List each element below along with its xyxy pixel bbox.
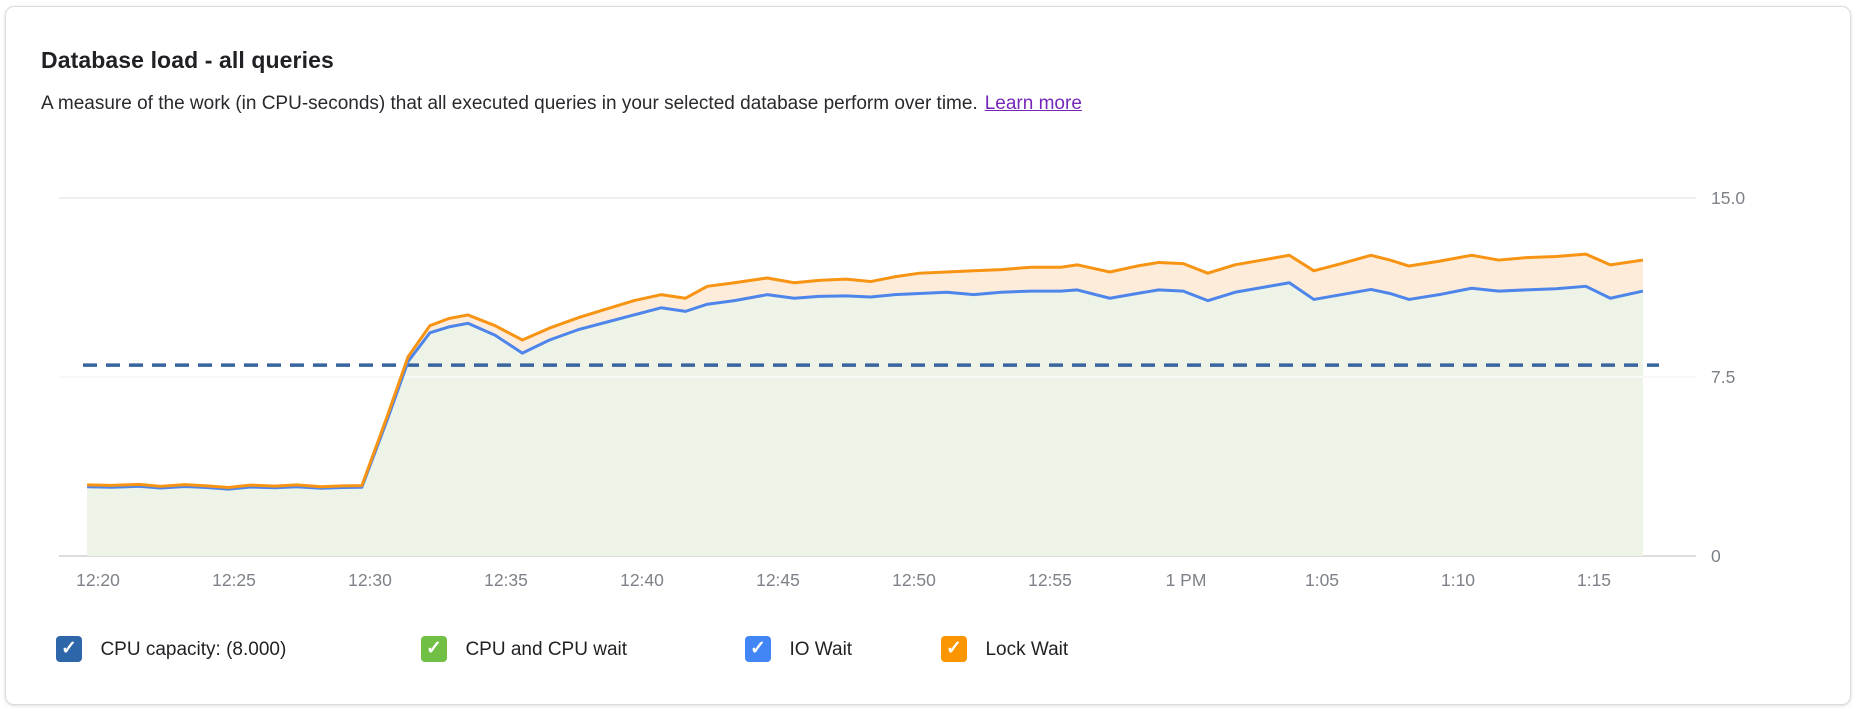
x-axis-label: 12:25 [212,570,256,590]
legend-label: CPU capacity: (8.000) [100,639,287,660]
x-axis-label: 12:50 [892,570,936,590]
x-axis-label: 12:30 [348,570,392,590]
checkmark-icon: ✓ [61,638,77,659]
x-axis-label: 1 PM [1166,570,1207,590]
cpu-wait-checkbox[interactable]: ✓ [421,636,447,662]
checkmark-icon: ✓ [946,638,962,659]
x-axis-label: 1:15 [1577,570,1611,590]
cpu-capacity-checkbox[interactable]: ✓ [56,636,82,662]
x-axis-label: 12:35 [484,570,528,590]
x-axis-label: 1:10 [1441,570,1475,590]
legend-item-io-wait[interactable]: ✓ IO Wait [745,636,852,664]
legend-label: IO Wait [789,639,853,660]
x-axis-label: 12:20 [76,570,120,590]
legend-item-cpu-capacity[interactable]: ✓ CPU capacity: (8.000) [56,636,286,664]
lock-wait-line [87,252,1644,490]
x-axis-label: 12:45 [756,570,800,590]
x-axis-label: 12:55 [1028,570,1072,590]
chart-description: A measure of the work (in CPU-seconds) t… [41,93,1082,115]
checkmark-icon: ✓ [750,638,766,659]
y-axis-label: 7.5 [1711,367,1735,387]
legend-label: CPU and CPU wait [465,639,628,660]
x-axis-label: 12:40 [620,570,664,590]
cpu-area-fill [87,282,1643,556]
io-wait-checkbox[interactable]: ✓ [745,636,771,662]
database-load-chart[interactable]: 15.0 7.5 0 12:20 12:25 12:30 12:35 12:40 12:45 12… [6,149,1852,604]
lock-wait-area-fill [87,254,1643,490]
database-load-card: Database load - all queries A measure of… [5,6,1851,705]
checkmark-icon: ✓ [426,638,442,659]
legend-label: Lock Wait [985,639,1069,660]
legend-item-cpu-and-cpu-wait[interactable]: ✓ CPU and CPU wait [421,636,627,664]
chart-description-text: A measure of the work (in CPU-seconds) t… [41,93,978,114]
x-axis-label: 1:05 [1305,570,1339,590]
page-title: Database load - all queries [41,47,334,73]
lock-wait-checkbox[interactable]: ✓ [941,636,967,662]
legend-item-lock-wait[interactable]: ✓ Lock Wait [941,636,1068,664]
learn-more-link[interactable]: Learn more [984,93,1082,114]
y-axis-label: 15.0 [1711,188,1745,208]
y-axis-label: 0 [1711,546,1721,566]
